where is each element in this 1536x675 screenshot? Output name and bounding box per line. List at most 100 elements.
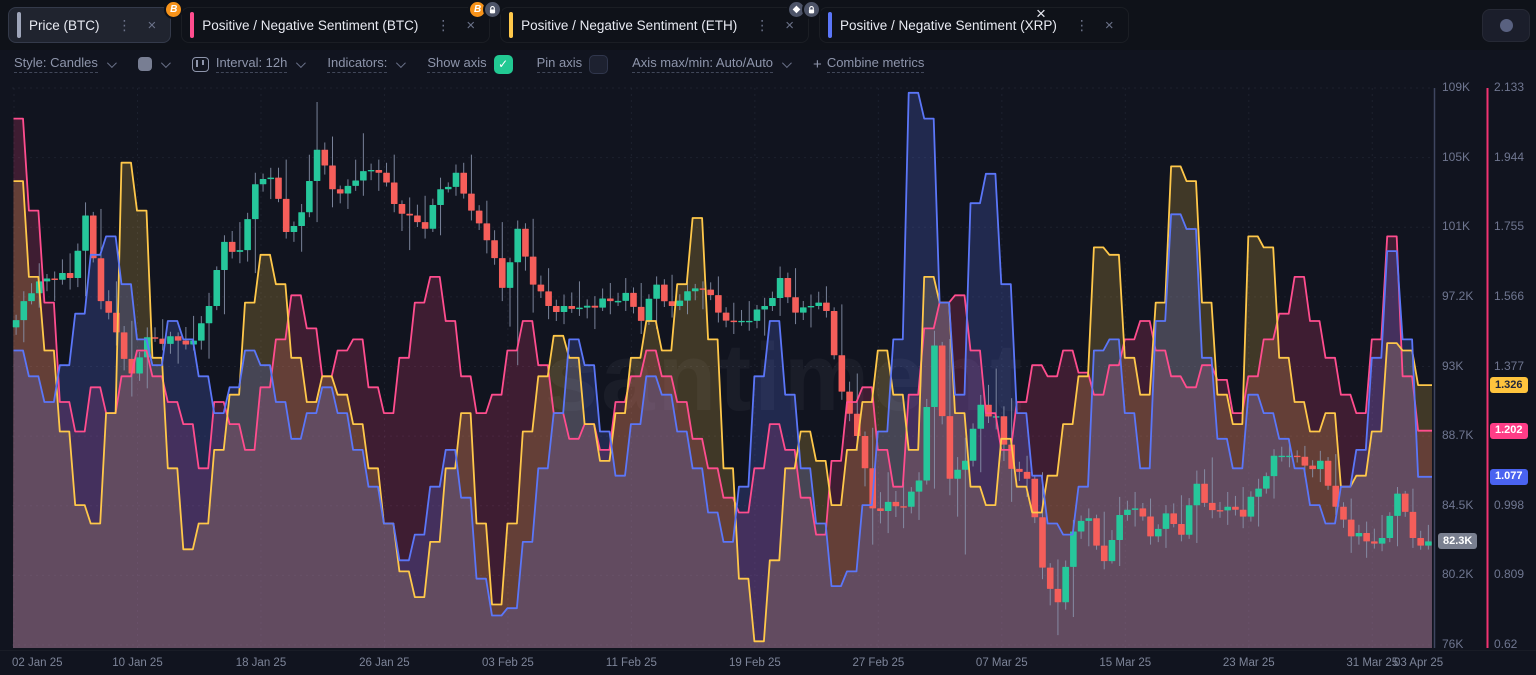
close-icon[interactable]: × — [466, 16, 476, 34]
last-value-badge-eth: 1.326 — [1490, 377, 1528, 394]
dismiss-widget-button[interactable]: × — [1036, 4, 1046, 23]
pin-axis-label: Pin axis — [536, 55, 583, 73]
interval-select[interactable]: Interval: 12h — [191, 55, 307, 73]
price-tick-label: 80.2K — [1442, 567, 1474, 582]
chevron-down-icon — [160, 57, 171, 68]
series-color-bar — [190, 12, 195, 38]
sentiment-lines — [13, 91, 1432, 643]
chevron-down-icon — [782, 57, 792, 68]
plot-canvas[interactable] — [0, 78, 1536, 675]
price-tick-label: 101K — [1442, 219, 1471, 234]
lock-icon — [483, 0, 503, 19]
close-icon[interactable]: × — [147, 16, 157, 34]
price-tick-label: 105K — [1442, 149, 1471, 164]
show-axis-label: Show axis — [427, 55, 487, 73]
asset-badges: ◆ — [786, 0, 821, 19]
sentiment-tick-label: 1.944 — [1494, 149, 1525, 164]
asset-badges: B — [468, 0, 503, 19]
date-tick-label: 19 Feb 25 — [728, 657, 781, 669]
last-value-badge-xrp: 1.077 — [1490, 468, 1528, 485]
sentiment-line-xrp — [13, 91, 1432, 617]
axis-maxmin-label: Axis max/min: Auto/Auto — [632, 55, 774, 73]
sentiment-tick-label: 2.133 — [1494, 80, 1525, 94]
candles-layer — [12, 101, 1432, 636]
bitcoin-badge-icon: B — [164, 0, 184, 19]
interval-label: Interval: 12h — [215, 55, 288, 73]
kebab-menu-icon[interactable]: ⋮ — [436, 16, 451, 33]
date-tick-label: 31 Mar 25 — [1346, 657, 1399, 669]
indicators-select[interactable]: Indicators: — [327, 55, 407, 73]
sentiment-line-eth — [13, 161, 1432, 643]
date-tick-label: 03 Feb 25 — [482, 657, 534, 669]
price-tick-label: 76K — [1442, 637, 1464, 651]
tab-label: Positive / Negative Sentiment (XRP) — [839, 17, 1057, 33]
chevron-down-icon — [106, 57, 117, 68]
date-tick-label: 03 Apr 25 — [1393, 657, 1444, 669]
sentiment-tick-label: 0.809 — [1494, 567, 1525, 582]
sentiment-fills — [13, 92, 1432, 649]
tab-label: Positive / Negative Sentiment (BTC) — [202, 17, 419, 33]
price-tick-label: 88.7K — [1442, 428, 1474, 443]
kebab-menu-icon[interactable]: ⋮ — [1074, 16, 1089, 33]
last-price-badge: 82.3K — [1438, 533, 1478, 550]
tab-price-btc[interactable]: Price (BTC) ⋮ × B — [8, 0, 184, 43]
chevron-down-icon — [396, 57, 407, 68]
series-color-bar — [827, 12, 832, 38]
sentiment-fill-eth — [13, 162, 1432, 648]
date-tick-label: 23 Mar 25 — [1222, 657, 1275, 669]
last-value-badge-btc: 1.202 — [1490, 422, 1528, 439]
date-tick-label: 27 Feb 25 — [852, 657, 905, 669]
series-color-bar — [17, 12, 21, 38]
plus-icon: + — [813, 55, 822, 73]
tab-sentiment-xrp[interactable]: Positive / Negative Sentiment (XRP) ⋮ × — [818, 7, 1129, 43]
price-tick-label: 97.2K — [1442, 288, 1474, 303]
combine-metrics-button[interactable]: + Combine metrics — [813, 55, 925, 73]
date-tick-label: 07 Mar 25 — [975, 657, 1028, 669]
sentiment-fill-xrp — [13, 92, 1432, 649]
date-tick-label: 11 Feb 25 — [605, 657, 657, 669]
gridlines — [12, 87, 1432, 648]
tab-label: Positive / Negative Sentiment (ETH) — [521, 17, 738, 33]
price-tick-label: 84.5K — [1442, 497, 1474, 512]
kebab-menu-icon[interactable]: ⋮ — [117, 16, 132, 33]
candle-chart-icon — [191, 56, 209, 72]
asset-badges: B — [164, 0, 184, 19]
show-axis-checkbox[interactable]: ✓ — [493, 54, 513, 74]
date-tick-label: 10 Jan 25 — [112, 657, 163, 669]
pin-axis-checkbox[interactable] — [589, 54, 609, 74]
date-axis: 02 Jan 25 10 Jan 25 18 Jan 25 26 Jan 25 03 F… — [0, 650, 1536, 675]
date-tick-label: 15 Mar 25 — [1099, 657, 1152, 669]
style-label: Style: Candles — [14, 55, 98, 73]
account-dot-icon — [1499, 19, 1513, 32]
axis-maxmin-select[interactable]: Axis max/min: Auto/Auto — [632, 55, 792, 73]
account-menu-button[interactable] — [1482, 9, 1530, 42]
kebab-menu-icon[interactable]: ⋮ — [755, 16, 770, 33]
tab-sentiment-btc[interactable]: Positive / Negative Sentiment (BTC) ⋮ × … — [181, 0, 503, 43]
chevron-down-icon — [296, 57, 307, 68]
sentiment-fill-btc — [13, 118, 1432, 649]
sentiment-tick-label: 1.377 — [1494, 358, 1525, 373]
style-select[interactable]: Style: Candles — [14, 55, 117, 73]
close-icon[interactable]: × — [785, 16, 794, 34]
indicators-label: Indicators: — [327, 55, 388, 73]
tab-sentiment-eth[interactable]: Positive / Negative Sentiment (ETH) ⋮ × … — [500, 0, 821, 43]
sentiment-tick-label: 1.755 — [1494, 219, 1525, 234]
sentiment-tick-label: 0.998 — [1494, 497, 1525, 512]
color-swatch — [137, 57, 152, 71]
sentiment-tick-label: 1.566 — [1494, 288, 1525, 303]
date-tick-label: 26 Jan 25 — [359, 657, 410, 669]
sentiment-tick-label: 0.62 — [1494, 637, 1518, 651]
pin-axis-toggle[interactable]: Pin axis — [536, 54, 609, 74]
price-tick-label: 109K — [1442, 80, 1471, 94]
candle-color-select[interactable] — [137, 57, 171, 71]
chart-toolbar: Style: Candles Interval: 12h Indicators:… — [0, 50, 1536, 78]
price-tick-label: 93K — [1442, 358, 1464, 373]
date-tick-label: 18 Jan 25 — [235, 657, 287, 669]
sentiment-line-btc — [13, 117, 1432, 536]
show-axis-toggle[interactable]: Show axis ✓ — [427, 54, 513, 74]
tab-bar: Price (BTC) ⋮ × B Positive / Negative Se… — [0, 0, 1536, 50]
close-icon[interactable]: × — [1104, 16, 1114, 34]
combine-metrics-label: Combine metrics — [826, 55, 925, 73]
chart-area: santiment 109K105K101K97.2K93K88.7K84.5K… — [0, 78, 1536, 675]
tab-label: Price (BTC) — [29, 17, 100, 33]
